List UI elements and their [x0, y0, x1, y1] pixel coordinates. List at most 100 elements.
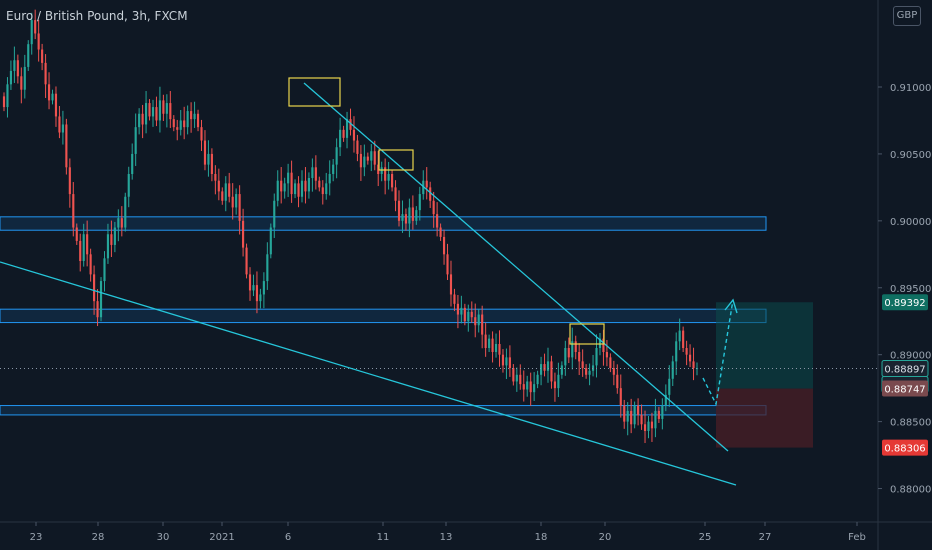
- candle-body: [169, 103, 172, 120]
- candle-body: [44, 62, 47, 85]
- candle-body: [120, 218, 123, 228]
- candle-body: [186, 111, 189, 128]
- y-tick-label: 0.88500: [890, 418, 931, 429]
- candle-body: [574, 341, 577, 353]
- y-tick-label: 0.89500: [890, 284, 931, 295]
- x-tick-label: Feb: [848, 532, 866, 543]
- candle-body: [179, 120, 182, 130]
- candle-body: [463, 307, 466, 322]
- candle-body: [307, 178, 310, 192]
- candle-body: [370, 151, 373, 161]
- candle-body: [591, 365, 595, 371]
- candle-body: [470, 311, 473, 318]
- candle-body: [425, 180, 428, 188]
- candle-body: [626, 410, 629, 422]
- candle-body: [221, 191, 224, 201]
- x-tick-label: 28: [92, 532, 105, 543]
- candle-body: [20, 76, 23, 90]
- candle-body: [408, 207, 411, 224]
- candle-body: [82, 234, 85, 261]
- candle-body: [685, 348, 688, 355]
- candle-body: [692, 361, 695, 369]
- descending-trendline[interactable]: [303, 82, 729, 452]
- candle-body: [273, 200, 276, 228]
- target-area[interactable]: [716, 302, 813, 389]
- price-tag-entry[interactable]: [882, 380, 928, 397]
- candle-body: [252, 285, 255, 291]
- price-tag-stop[interactable]: [882, 439, 928, 456]
- candle-body: [245, 247, 248, 275]
- candle-body: [391, 174, 394, 188]
- highlight-box[interactable]: [378, 149, 414, 171]
- price-axis[interactable]: 0.91000 0.90500 0.90000 0.89500 0.89000 0.885…: [877, 0, 931, 550]
- highlight-box[interactable]: [569, 323, 605, 345]
- candle-body: [515, 374, 518, 382]
- projection-arrow[interactable]: [702, 299, 734, 407]
- arrow-head-icon: [724, 298, 738, 314]
- x-tick-label: 2021: [209, 532, 234, 543]
- candle-body: [99, 281, 103, 318]
- price-zone[interactable]: [0, 216, 767, 231]
- price-zone[interactable]: [0, 308, 767, 324]
- candles: [2, 9, 699, 444]
- price-zone[interactable]: [0, 405, 767, 416]
- candle-body: [58, 116, 61, 133]
- candle-body: [72, 194, 75, 228]
- candle-body: [491, 338, 494, 353]
- candle-body: [335, 147, 338, 165]
- candle-body: [647, 421, 650, 431]
- price-tag-label: 0.88747: [884, 385, 925, 396]
- candle-body: [394, 187, 397, 201]
- candle-body: [51, 93, 54, 101]
- candle-body: [612, 368, 615, 375]
- price-tag-target[interactable]: [882, 294, 928, 311]
- x-tick-label: 25: [699, 532, 712, 543]
- candle-body: [571, 341, 574, 358]
- candle-body: [314, 167, 317, 181]
- candle-body: [300, 180, 304, 197]
- candle-body: [633, 405, 636, 425]
- candle-body: [86, 234, 89, 255]
- candle-body: [325, 183, 328, 195]
- candle-body: [134, 127, 137, 154]
- candle-body: [318, 180, 321, 188]
- candle-body: [359, 153, 362, 168]
- candle-body: [207, 153, 210, 165]
- candle-body: [598, 338, 602, 348]
- candle-body: [637, 405, 640, 415]
- candle-body: [141, 113, 144, 125]
- candle-body: [581, 361, 584, 369]
- candle-body: [650, 421, 654, 429]
- candle-body: [605, 352, 608, 358]
- candle-body: [449, 274, 453, 295]
- candle-body: [536, 374, 539, 385]
- x-tick-label: 23: [30, 532, 43, 543]
- candle-body: [498, 343, 501, 355]
- candle-body: [93, 274, 96, 302]
- time-axis[interactable]: 23 28 30 2021 6 11 13 18 20 25 27 Feb: [0, 521, 932, 543]
- candle-body: [404, 214, 408, 224]
- y-tick-label: 0.90000: [890, 217, 931, 228]
- currency-badge[interactable]: GBP: [893, 6, 921, 26]
- candle-body: [290, 172, 293, 195]
- candle-body: [345, 119, 349, 138]
- drawings[interactable]: [0, 77, 878, 486]
- long-position-tool[interactable]: [716, 302, 813, 448]
- support-resistance-zones[interactable]: [0, 216, 767, 416]
- candle-body: [30, 20, 33, 45]
- lower-trendline[interactable]: [0, 261, 737, 486]
- stop-area[interactable]: [716, 388, 813, 448]
- candle-body: [432, 200, 435, 215]
- candle-body: [668, 378, 671, 395]
- candle-body: [630, 410, 633, 425]
- symbol-title: Euro / British Pound, 3h, FXCM: [6, 9, 188, 23]
- candle-body: [47, 84, 51, 101]
- highlight-box[interactable]: [288, 77, 341, 107]
- candle-body: [162, 100, 165, 114]
- candle-body: [550, 361, 553, 382]
- candle-body: [453, 294, 456, 304]
- candle-body: [103, 258, 106, 282]
- candle-body: [585, 368, 588, 375]
- candle-body: [397, 200, 401, 221]
